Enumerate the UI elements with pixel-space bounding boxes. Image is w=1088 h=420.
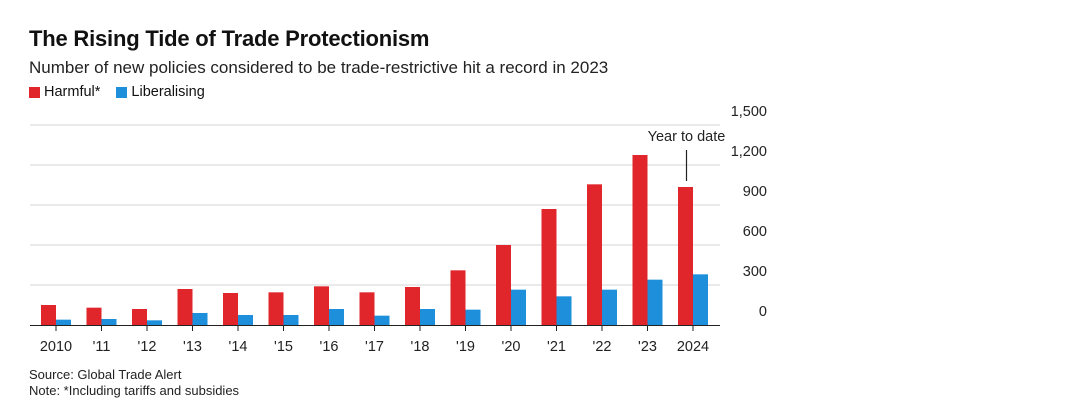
y-tick-label-600: 600 [743,224,767,240]
bar-harmful-14 [678,187,693,325]
legend-item-harmful: Harmful* [29,84,100,100]
annotation-year-to-date: Year to date [648,129,726,145]
x-tick-label-3: '13 [183,339,202,355]
bar-liberalising-1 [101,319,117,325]
x-tick-label-8: '18 [411,339,430,355]
bar-harmful-11 [541,209,557,325]
bar-harmful-4 [223,293,238,325]
x-tick-label-12: '22 [593,339,612,355]
chart-subtitle: Number of new policies considered to be … [29,58,609,77]
bar-liberalising-3 [192,313,208,325]
legend: Harmful* Liberalising [29,84,205,100]
x-tick-label-1: '11 [93,339,111,355]
legend-item-liberalising: Liberalising [116,84,205,100]
chart-title: The Rising Tide of Trade Protectionism [29,26,430,51]
bar-harmful-13 [632,155,648,325]
bar-liberalising-9 [465,309,481,325]
legend-swatch-harmful [29,86,40,98]
bar-harmful-2 [132,309,147,325]
legend-swatch-liberalising [116,86,128,98]
y-tick-label-900: 900 [743,184,767,200]
bar-liberalising-2 [147,320,162,325]
y-tick-label-1500: 1,500 [731,104,767,120]
x-tick-label-0: 2010 [40,339,72,355]
bar-liberalising-11 [556,296,572,325]
bar-harmful-8 [405,287,420,325]
x-tick-label-9: '19 [456,339,475,355]
footnotes: Source: Global Trade Alert Note: *Includ… [29,367,239,399]
bar-liberalising-14 [693,274,708,325]
legend-label-liberalising: Liberalising [131,84,205,100]
x-tick-label-14: 2024 [677,339,709,355]
y-tick-label-1200: 1,200 [731,144,767,160]
bar-harmful-0 [41,305,56,325]
source-note: Source: Global Trade Alert [29,367,182,382]
bar-harmful-10 [496,245,511,325]
x-tick-label-2: '12 [138,339,157,355]
legend-label-harmful: Harmful* [44,84,101,100]
bar-liberalising-7 [374,315,390,325]
bar-harmful-3 [177,289,193,325]
bar-liberalising-13 [647,279,663,325]
bar-liberalising-4 [238,315,253,325]
x-tick-label-10: '20 [502,339,521,355]
y-tick-label-300: 300 [743,264,767,280]
bar-liberalising-5 [283,315,299,325]
x-tick-label-7: '17 [365,339,384,355]
bar-harmful-7 [359,292,375,325]
x-tick-label-13: '23 [638,339,657,355]
bar-liberalising-12 [602,289,617,325]
x-tick-label-5: '15 [274,339,293,355]
bar-liberalising-10 [511,289,526,325]
x-tick-label-6: '16 [320,339,339,355]
bar-liberalising-0 [56,319,71,325]
bar-harmful-6 [314,286,329,325]
bar-harmful-5 [268,292,284,325]
bar-harmful-1 [86,307,102,325]
bar-harmful-12 [587,184,602,325]
bar-liberalising-6 [329,309,344,325]
y-tick-label-0: 0 [759,304,767,320]
bar-liberalising-8 [420,309,435,325]
x-tick-label-4: '14 [229,339,248,355]
footnote: Note: *Including tariffs and subsidies [29,383,240,398]
x-tick-label-11: '21 [547,339,566,355]
bar-harmful-9 [450,270,466,325]
